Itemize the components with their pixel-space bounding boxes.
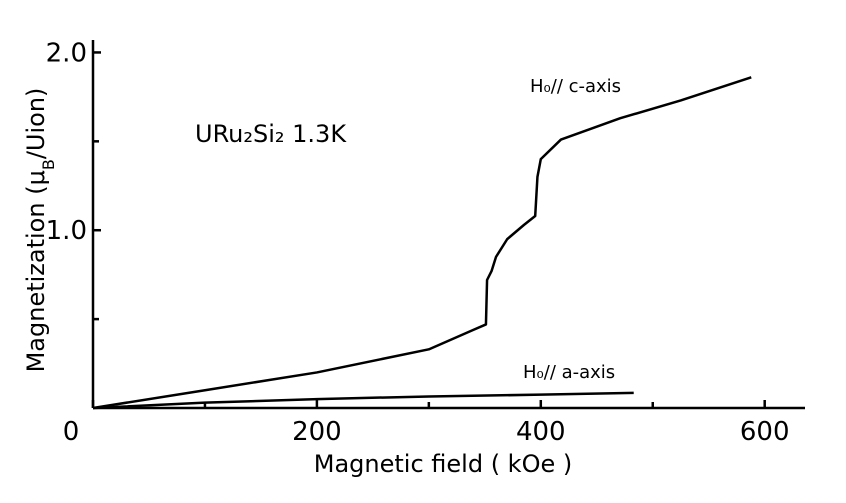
y-axis-label: Magnetization (μB/Uion)	[22, 88, 58, 373]
y-label-part: B	[39, 159, 58, 170]
series-label: H₀// a-axis	[523, 362, 615, 383]
series-label: H₀// c-axis	[530, 76, 621, 97]
x-tick-label: 0	[63, 417, 80, 447]
line	[92, 76, 752, 410]
x-tick-label: 200	[292, 417, 342, 447]
y-tick-label: 2.0	[46, 38, 87, 68]
y-label-part: /Uion)	[22, 88, 50, 160]
line	[92, 391, 634, 410]
x-tick-label: 400	[516, 417, 566, 447]
x-tick-label: 600	[740, 417, 790, 447]
x-axis-label: Magnetic field ( kOe )	[314, 450, 572, 478]
y-label-part: Magnetization (μ	[22, 170, 50, 372]
annotation: URu₂Si₂ 1.3K	[195, 120, 347, 148]
y-tick-label: 1.0	[46, 216, 87, 246]
